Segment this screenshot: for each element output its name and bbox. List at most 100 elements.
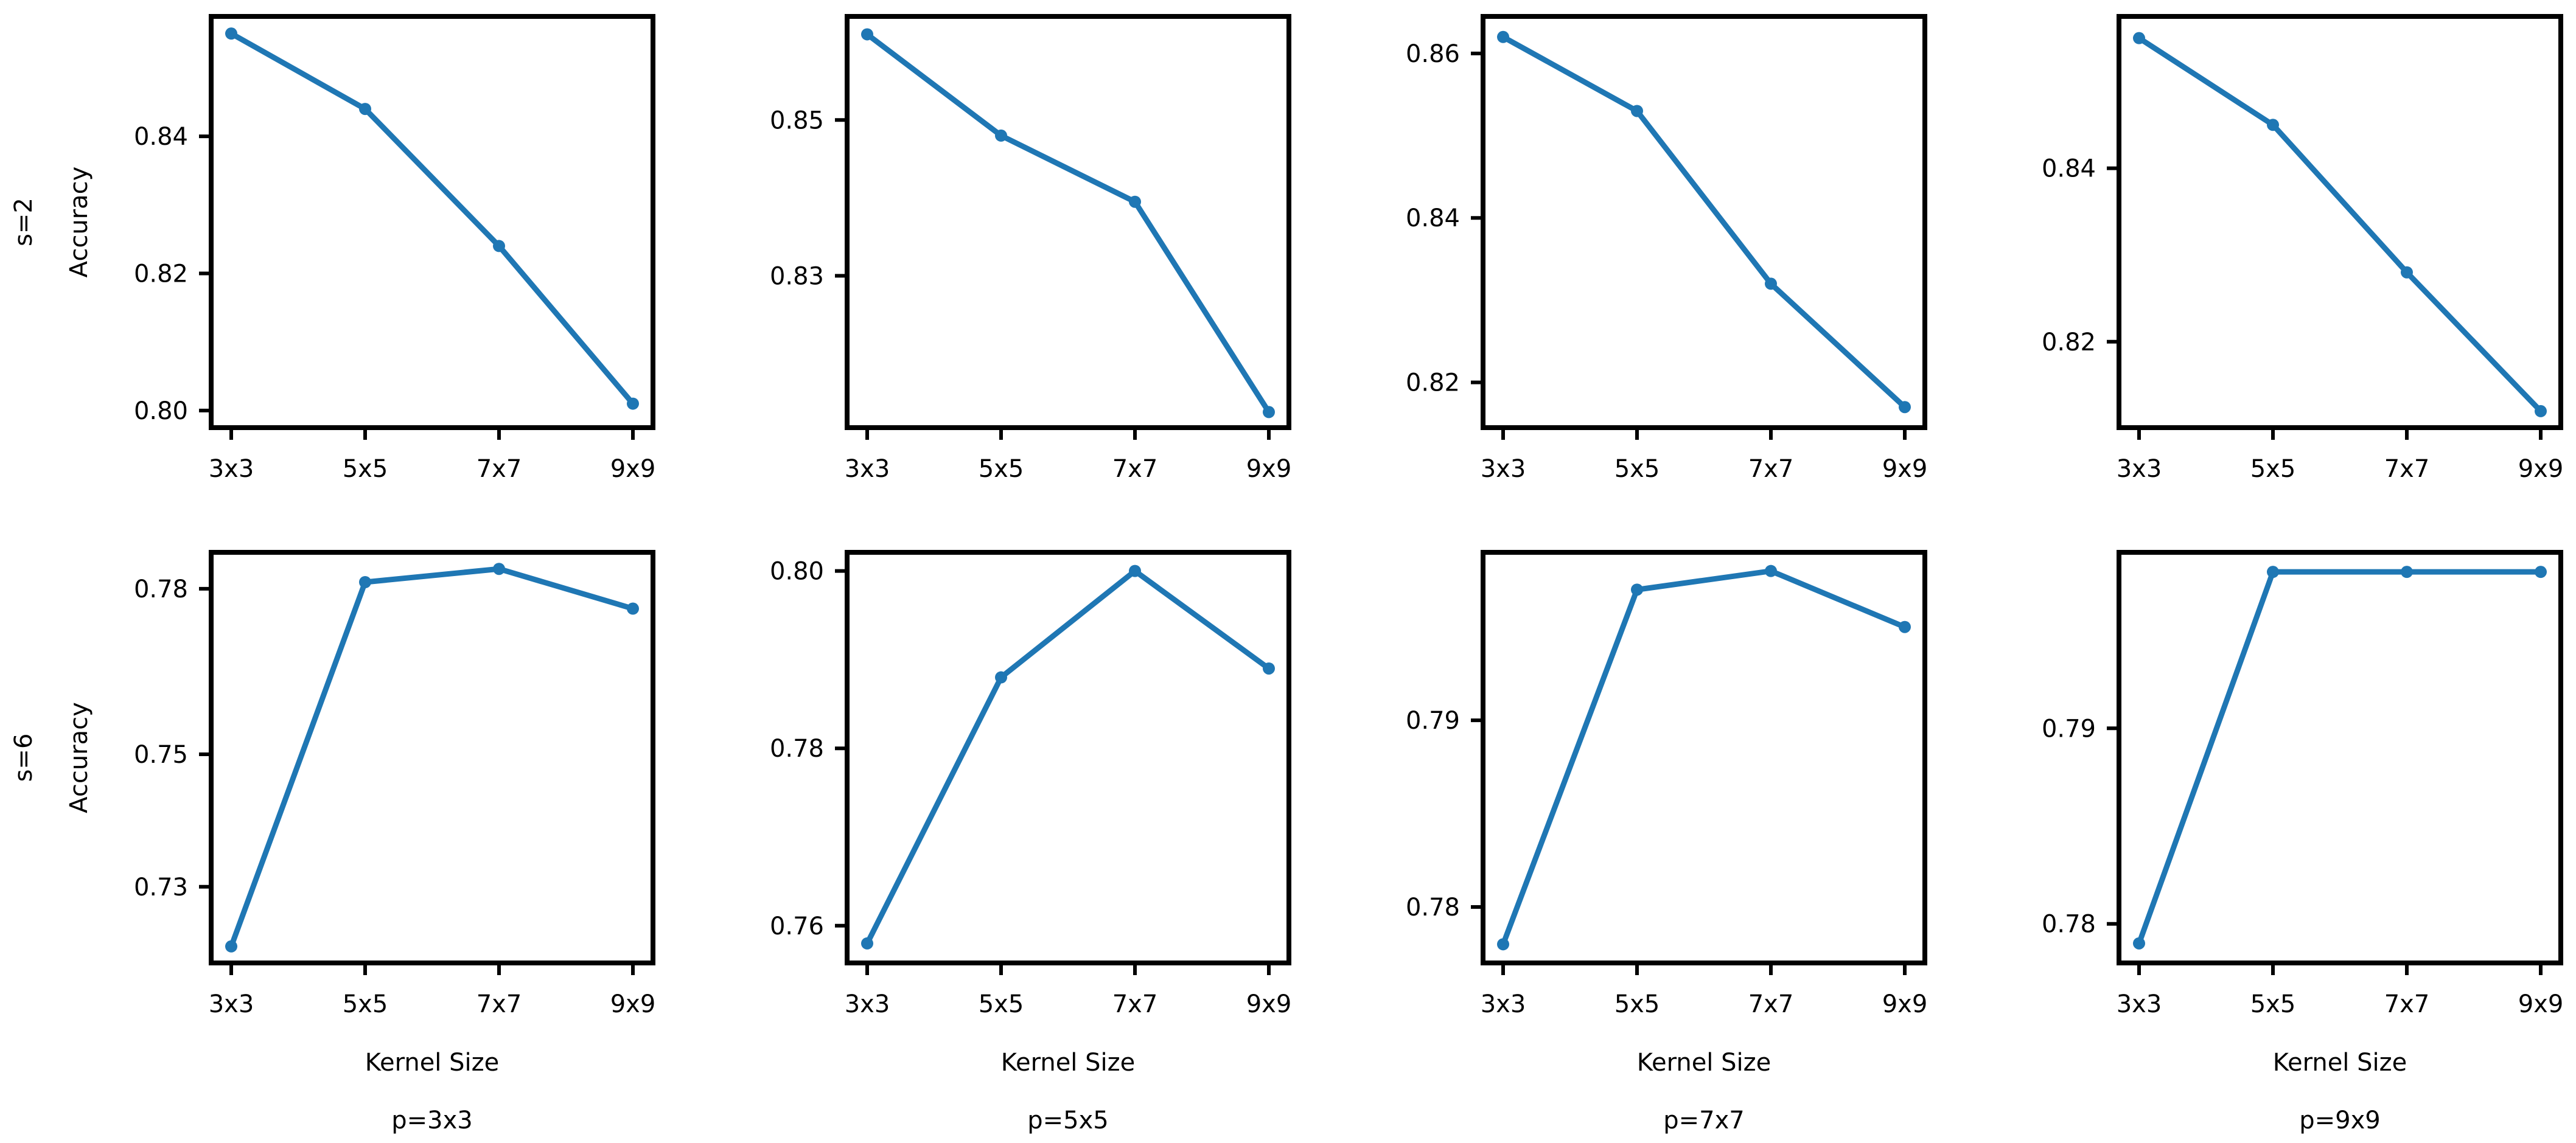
x-tick-label: 3x3: [845, 990, 890, 1018]
data-point-3x3: [2133, 937, 2145, 950]
x-tick-label: 5x5: [1614, 455, 1660, 483]
series-line: [1500, 568, 1908, 947]
series-line: [2136, 35, 2544, 414]
y-tick-label: 0.84: [1406, 204, 1460, 232]
subplot-2-3: 0.78 0.79 3x3 5x5 7x7 9x9 Kernel Size p=7x7: [1406, 550, 1928, 1134]
x-tick-label: 3x3: [2117, 455, 2162, 483]
x-tick-label: 3x3: [2117, 990, 2162, 1018]
data-point-9x9: [1263, 406, 1275, 419]
data-point-5x5: [2267, 566, 2279, 578]
x-tick-label: 7x7: [476, 990, 522, 1018]
data-point-7x7: [1129, 565, 1141, 577]
data-point-3x3: [861, 28, 873, 41]
data-point-7x7: [2401, 566, 2413, 578]
x-tick-label: 5x5: [979, 990, 1024, 1018]
y-tick-label: 0.80: [770, 558, 824, 586]
x-tick-label: 9x9: [610, 455, 656, 483]
y-tick-label: 0.78: [134, 575, 188, 603]
subplot-1-3: 0.82 0.84 0.86 3x3 5x5 7x7 9x9: [1406, 14, 1928, 483]
x-tick-label: 5x5: [343, 455, 388, 483]
x-tick-label: 3x3: [1481, 990, 1526, 1018]
subplot-grid: 0.80 0.82 0.84 3x3 5x5 7x7 9x9 Accuracy s=2 0.83 0…: [10, 14, 2564, 1134]
plot-frame: [1481, 14, 1927, 430]
x-tick-label: 5x5: [2250, 990, 2296, 1018]
y-tick-label: 0.80: [134, 397, 188, 425]
plot-frame: [209, 14, 655, 430]
x-tick-label: 7x7: [2384, 990, 2430, 1018]
data-point-7x7: [1765, 565, 1777, 577]
x-axis-label: Kernel Size: [1637, 1049, 1771, 1077]
column-label: p=5x5: [1027, 1107, 1108, 1134]
x-tick-label: 3x3: [845, 455, 890, 483]
x-tick-label: 9x9: [1246, 990, 1292, 1018]
y-tick-label: 0.79: [2042, 715, 2096, 743]
x-tick-label: 9x9: [1882, 455, 1928, 483]
y-tick-label: 0.85: [770, 106, 824, 134]
data-point-5x5: [359, 103, 371, 116]
column-label: p=9x9: [2299, 1107, 2380, 1134]
data-point-5x5: [1631, 583, 1643, 596]
data-point-5x5: [995, 129, 1007, 142]
y-tick-label: 0.75: [134, 741, 188, 769]
data-point-9x9: [627, 397, 639, 410]
data-point-3x3: [1497, 30, 1509, 43]
y-tick-label: 0.78: [1406, 894, 1460, 922]
x-tick-label: 7x7: [1748, 990, 1794, 1018]
y-tick-label: 0.86: [1406, 40, 1460, 68]
series-line: [864, 31, 1272, 415]
data-point-5x5: [1631, 105, 1643, 117]
x-tick-label: 5x5: [979, 455, 1024, 483]
data-point-7x7: [2401, 266, 2413, 279]
x-axis-label: Kernel Size: [1001, 1049, 1136, 1077]
y-tick-label: 0.76: [770, 912, 824, 940]
y-axis-label: Accuracy: [65, 167, 93, 278]
data-point-7x7: [1129, 195, 1141, 208]
subplot-1-2: 0.83 0.85 3x3 5x5 7x7 9x9: [770, 14, 1291, 483]
x-tick-label: 9x9: [2518, 990, 2564, 1018]
x-tick-label: 9x9: [610, 990, 656, 1018]
subplot-2-4: 0.78 0.79 3x3 5x5 7x7 9x9 Kernel Size p=9x9: [2042, 550, 2564, 1134]
row-label: s=6: [10, 734, 38, 782]
data-point-9x9: [627, 602, 639, 615]
x-tick-label: 5x5: [1614, 990, 1660, 1018]
x-tick-label: 3x3: [1481, 455, 1526, 483]
x-tick-label: 3x3: [209, 990, 254, 1018]
y-tick-label: 0.84: [134, 123, 188, 151]
data-point-9x9: [2535, 566, 2547, 578]
data-point-5x5: [359, 575, 371, 588]
y-tick-label: 0.82: [134, 260, 188, 288]
x-tick-label: 7x7: [1112, 990, 1158, 1018]
subplot-1-1: 0.80 0.82 0.84 3x3 5x5 7x7 9x9 Accuracy s=2: [10, 14, 656, 483]
plot-frame: [845, 550, 1291, 965]
x-tick-label: 7x7: [476, 455, 522, 483]
subplot-2-1: 0.73 0.75 0.78 3x3 5x5 7x7 9x9 Accuracy s=6 Kerne…: [10, 550, 656, 1134]
plot-frame: [1481, 550, 1927, 965]
column-label: p=7x7: [1663, 1107, 1744, 1134]
x-tick-label: 7x7: [2384, 455, 2430, 483]
row-label: s=2: [10, 198, 38, 246]
x-tick-label: 9x9: [2518, 455, 2564, 483]
series-line: [2136, 569, 2544, 947]
data-point-3x3: [225, 27, 237, 40]
plot-frame: [2117, 14, 2563, 430]
x-tick-label: 5x5: [2250, 455, 2296, 483]
plot-frame: [2117, 550, 2563, 965]
y-tick-label: 0.78: [770, 735, 824, 763]
y-tick-label: 0.83: [770, 262, 824, 290]
y-tick-label: 0.84: [2042, 155, 2096, 183]
x-tick-label: 7x7: [1112, 455, 1158, 483]
data-point-3x3: [1497, 938, 1509, 951]
series-line: [228, 30, 636, 407]
x-tick-label: 7x7: [1748, 455, 1794, 483]
data-point-9x9: [1899, 620, 1911, 633]
x-tick-label: 5x5: [343, 990, 388, 1018]
data-point-9x9: [2535, 405, 2547, 417]
subplot-2-2: 0.76 0.78 0.80 3x3 5x5 7x7 9x9 Kernel Size p=5x5: [770, 550, 1292, 1134]
column-label: p=3x3: [391, 1107, 472, 1134]
series-line: [1500, 34, 1908, 410]
x-axis-label: Kernel Size: [2273, 1049, 2407, 1077]
subplot-1-4: 0.82 0.84 3x3 5x5 7x7 9x9: [2042, 14, 2564, 483]
series-line: [864, 568, 1272, 947]
data-point-3x3: [2133, 32, 2145, 44]
x-tick-label: 9x9: [1882, 990, 1928, 1018]
